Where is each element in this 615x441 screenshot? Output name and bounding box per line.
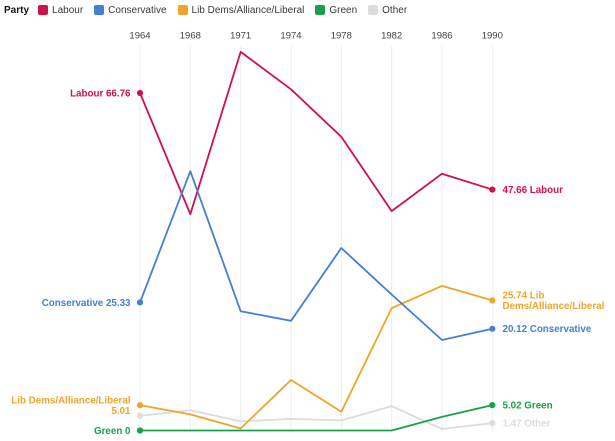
legend: Party Labour Conservative Lib Dems/Allianc… bbox=[4, 2, 418, 18]
series-line-other bbox=[139, 405, 494, 430]
series-end-dot-green bbox=[489, 402, 496, 409]
x-axis-label-1964: 1964 bbox=[129, 31, 150, 42]
legend-label: Lib Dems/Alliance/Liberal bbox=[191, 4, 305, 16]
series-start-label-labour: Labour 66.76 bbox=[70, 88, 131, 99]
series-start-dot-other bbox=[136, 412, 144, 419]
x-axis-label-1986: 1986 bbox=[431, 31, 452, 42]
series-end-label-other: 1.47 Other bbox=[503, 418, 551, 429]
legend-item-labour: Labour bbox=[38, 5, 83, 16]
legend-label: Conservative bbox=[108, 4, 167, 16]
legend-swatch-labour bbox=[38, 5, 49, 15]
series-line-labour bbox=[139, 50, 494, 216]
series-start-dot-green bbox=[136, 427, 144, 434]
legend-item-conservative: Conservative bbox=[94, 4, 167, 16]
series-start-label-lib-dems-alliance-liberal: Lib Dems/Alliance/Liberal 5.01 bbox=[11, 395, 131, 417]
series-line-green bbox=[139, 404, 494, 432]
series-end-dot-lib-dems-alliance-liberal bbox=[489, 297, 496, 304]
legend-swatch-green bbox=[315, 5, 326, 15]
series-start-dot-conservative bbox=[136, 299, 144, 306]
legend-title: Party bbox=[4, 4, 30, 16]
series-line-lib-dems-alliance-liberal bbox=[139, 285, 494, 430]
series-line-conservative bbox=[139, 170, 494, 341]
series-end-dot-other bbox=[489, 419, 496, 427]
legend-label: Labour bbox=[52, 4, 84, 16]
series-start-label-conservative: Conservative 25.33 bbox=[42, 298, 131, 309]
x-axis-label-1990: 1990 bbox=[482, 31, 503, 42]
series-start-label-green: Green 0 bbox=[94, 426, 131, 437]
x-axis-label-1968: 1968 bbox=[180, 31, 201, 42]
x-axis-label-1978: 1978 bbox=[331, 31, 352, 42]
x-axis-label-1971: 1971 bbox=[230, 31, 251, 42]
legend-item-lib-dems-alliance-liberal: Lib Dems/Alliance/Liberal bbox=[177, 4, 305, 16]
legend-item-green: Green bbox=[315, 5, 357, 16]
series-end-dot-conservative bbox=[489, 325, 496, 332]
legend-item-other: Other bbox=[368, 5, 407, 16]
legend-label: Other bbox=[382, 4, 408, 16]
legend-swatch-other bbox=[368, 5, 379, 15]
x-axis-label-1974: 1974 bbox=[280, 31, 301, 42]
series-start-dot-labour bbox=[136, 89, 144, 97]
series-end-dot-labour bbox=[489, 186, 496, 193]
series-start-dot-lib-dems-alliance-liberal bbox=[136, 402, 144, 409]
series-end-label-green: 5.02 Green bbox=[503, 401, 553, 412]
series-end-label-lib-dems-alliance-liberal: 25.74 Lib Dems/Alliance/Liberal bbox=[503, 290, 605, 312]
series-end-label-conservative: 20.12 Conservative bbox=[503, 324, 592, 335]
series-end-label-labour: 47.66 Labour bbox=[503, 185, 564, 196]
legend-items: Labour Conservative Lib Dems/Alliance/Libe… bbox=[38, 5, 418, 16]
legend-swatch-lib-dems-alliance-liberal bbox=[177, 5, 188, 15]
legend-label: Green bbox=[329, 4, 358, 16]
legend-swatch-conservative bbox=[94, 5, 105, 15]
x-axis-label-1982: 1982 bbox=[381, 31, 402, 42]
